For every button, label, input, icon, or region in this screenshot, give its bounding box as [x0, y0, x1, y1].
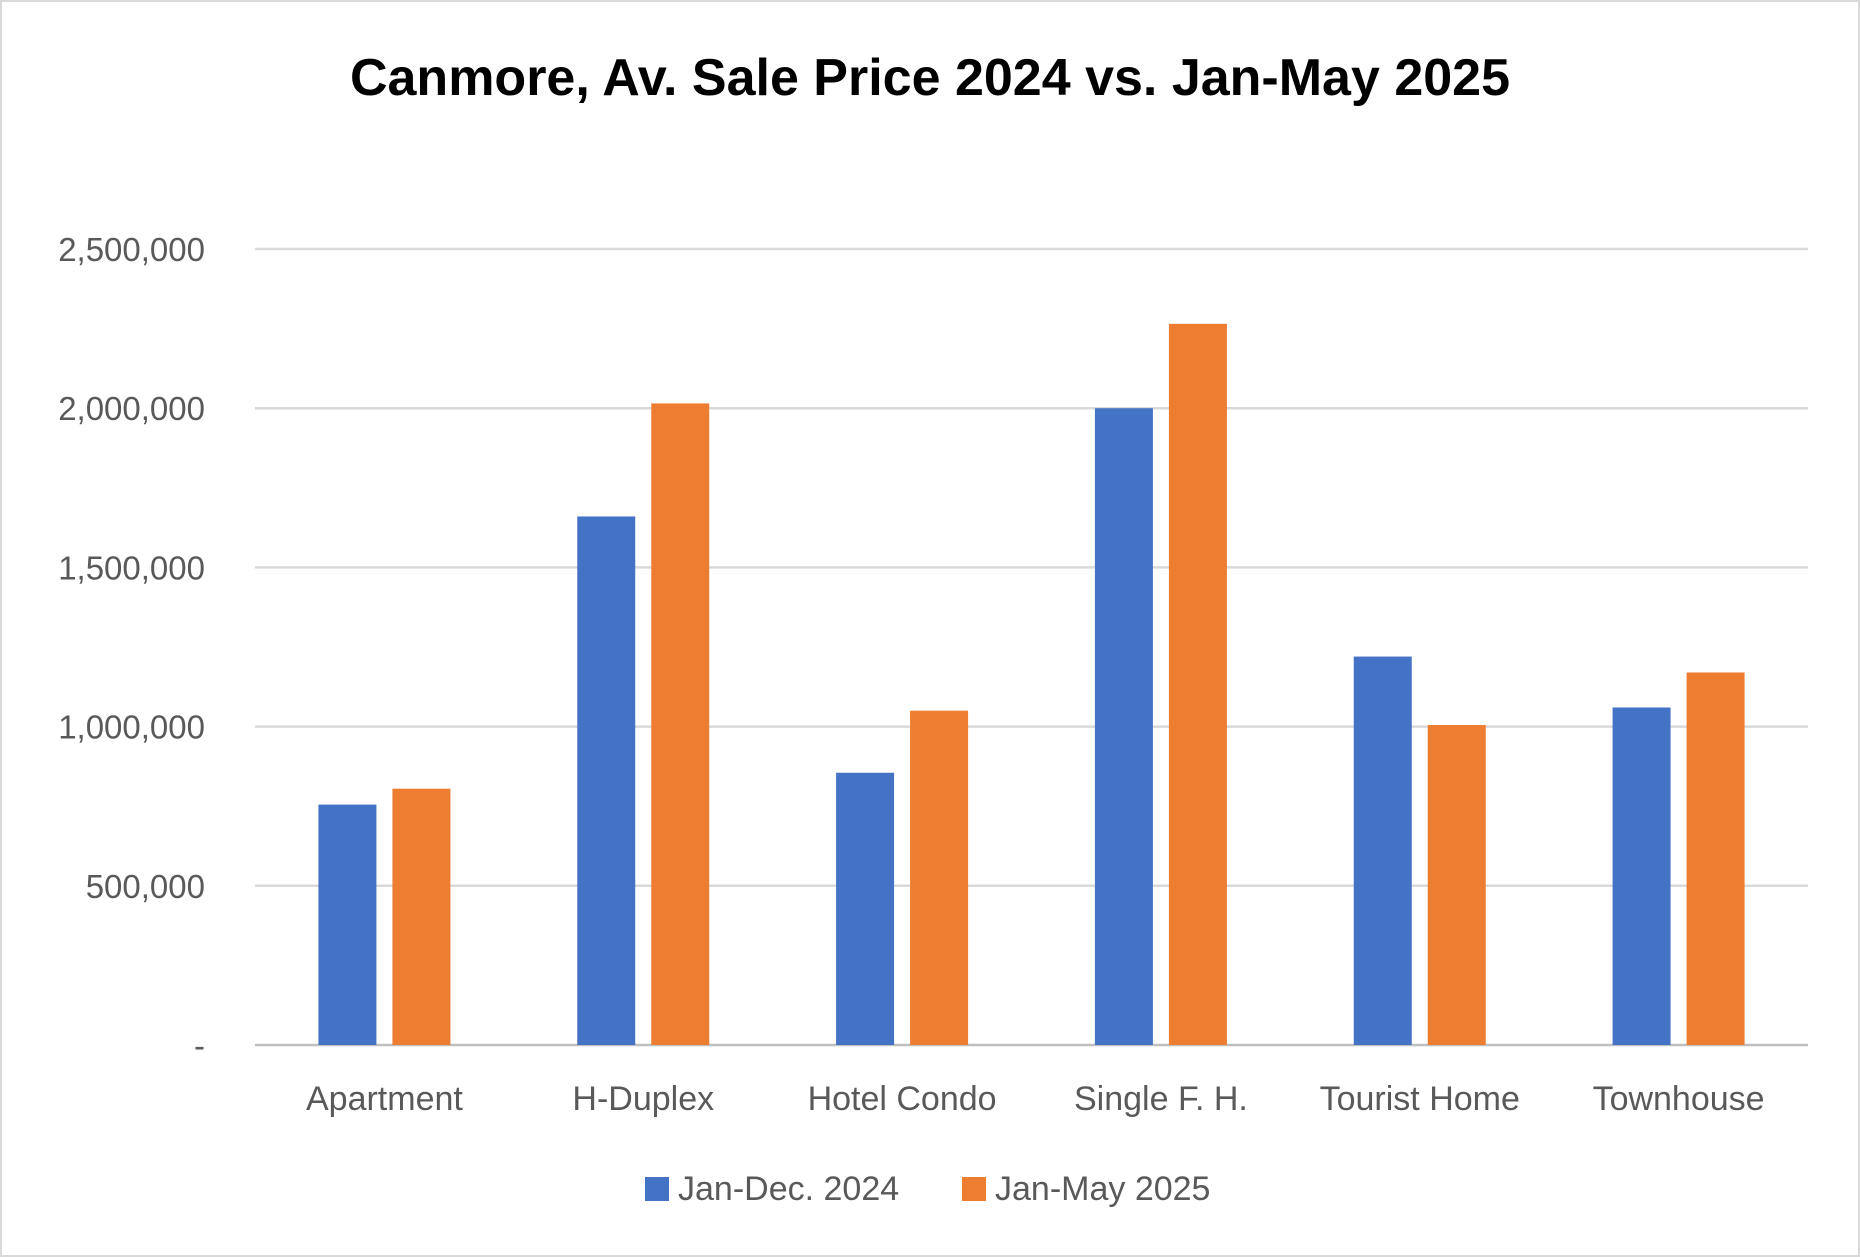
- bar-2024-townhouse: [1612, 707, 1671, 1045]
- x-category-label: Townhouse: [1593, 1080, 1765, 1118]
- legend-label: Jan-Dec. 2024: [678, 1170, 899, 1208]
- y-tick-label: 1,500,000: [58, 549, 205, 586]
- x-category-label: Single F. H.: [1074, 1080, 1248, 1118]
- legend-label: Jan-May 2025: [995, 1170, 1210, 1208]
- bar-2024-h-duplex: [577, 516, 636, 1045]
- x-axis-categories: Apartment H-Duplex Hotel Condo Single F. H.…: [306, 1080, 1765, 1118]
- gridlines: [255, 247, 1808, 1047]
- x-category-label: Tourist Home: [1320, 1080, 1520, 1118]
- legend: Jan-Dec. 2024 Jan-May 2025: [645, 1170, 1210, 1208]
- chart-title: Canmore, Av. Sale Price 2024 vs. Jan-May…: [350, 49, 1510, 107]
- y-tick-label: 1,000,000: [58, 709, 205, 746]
- x-category-label: Hotel Condo: [808, 1080, 997, 1118]
- bar-2025-apartment: [392, 788, 451, 1045]
- bar-2025-townhouse: [1686, 672, 1745, 1045]
- y-tick-label: 2,500,000: [58, 231, 205, 268]
- y-tick-label: 2,000,000: [58, 390, 205, 427]
- bar-2024-apartment: [318, 804, 377, 1045]
- bars: [318, 323, 1745, 1046]
- bar-2025-tourist-home: [1427, 725, 1486, 1045]
- x-category-label: H-Duplex: [572, 1080, 714, 1118]
- y-axis-ticks: - 500,000 1,000,000 1,500,000 2,000,000 2,500…: [58, 231, 205, 1064]
- x-category-label: Apartment: [306, 1080, 463, 1118]
- bar-2024-tourist-home: [1353, 656, 1412, 1045]
- bar-2025-h-duplex: [651, 403, 710, 1045]
- y-tick-label: 500,000: [86, 868, 205, 905]
- legend-swatch: [962, 1177, 986, 1201]
- bar-2025-hotel-condo: [910, 710, 969, 1045]
- bar-2024-single-f-h: [1094, 408, 1153, 1045]
- bar-2025-single-f-h: [1168, 323, 1227, 1046]
- bar-2024-hotel-condo: [836, 772, 895, 1045]
- legend-swatch: [645, 1177, 669, 1201]
- y-tick-label: -: [194, 1027, 205, 1064]
